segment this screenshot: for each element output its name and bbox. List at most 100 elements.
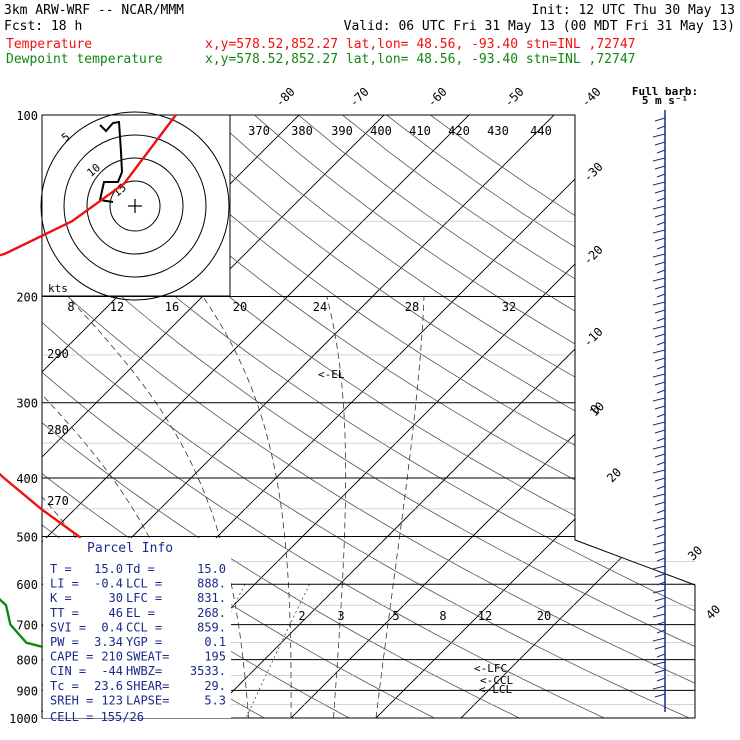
wind-barb	[654, 429, 666, 434]
wind-barb	[652, 517, 666, 522]
parcel-info-value: 859.	[197, 620, 226, 634]
wind-barb	[652, 133, 666, 138]
parcel-info-value: 15.0	[197, 562, 226, 576]
hodograph-ring	[63, 134, 207, 278]
parcel-info-value: 831.	[197, 591, 226, 605]
parcel-info-value: 15.0	[94, 562, 123, 576]
isotherm-label-right: -10	[581, 325, 606, 350]
parcel-info-key: T =	[50, 562, 72, 576]
wind-barb	[654, 237, 666, 242]
mixing-ratio-label: 5	[392, 609, 399, 623]
hodograph-axis-label: 24	[313, 300, 327, 314]
wind-barb	[654, 309, 666, 314]
theta-label: 410	[409, 124, 431, 138]
wind-barb	[652, 445, 666, 450]
dewpoint-station-info: x,y=578.52,852.27 lat,lon= 48.56, -93.40…	[205, 52, 635, 67]
wind-barb	[656, 653, 666, 658]
wind-barb	[656, 293, 666, 298]
parcel-info-key: LFC =	[126, 591, 162, 605]
isotherm-label-right: 10	[587, 399, 607, 419]
wind-barb	[652, 325, 666, 330]
wind-barb	[652, 277, 666, 282]
parcel-info-value: 888.	[197, 577, 226, 591]
theta-label-left: 280	[47, 423, 69, 437]
forecast-hour: Fcst: 18 h	[4, 19, 82, 34]
parcel-info-value: 3533.	[190, 664, 226, 678]
mixing-ratio-label: 20	[537, 609, 551, 623]
parcel-info-value: 3.34	[94, 635, 123, 649]
isotherm-label-top: -70	[347, 85, 372, 110]
parcel-info-value: 195	[204, 650, 226, 664]
wind-barb	[656, 389, 666, 394]
init-time: Init: 12 UTC Thu 30 May 13	[532, 3, 736, 18]
wind-barb	[656, 221, 666, 226]
theta-label-left: 290	[47, 347, 69, 361]
barb-legend-2: 5 m s⁻¹	[642, 94, 688, 107]
theta-label: 400	[370, 124, 392, 138]
wind-barb	[656, 629, 666, 634]
parcel-info-key: Td =	[126, 562, 155, 576]
wind-barb	[654, 573, 666, 578]
parcel-info-key: Tc =	[50, 679, 79, 693]
parcel-info-key: HWBZ=	[126, 664, 162, 678]
pressure-tick-label: 500	[16, 530, 38, 544]
level-marker: <-LFC	[474, 662, 507, 675]
wind-barb	[652, 685, 666, 690]
hodograph-trace	[98, 120, 124, 203]
parcel-info-key: K =	[50, 591, 72, 605]
wind-barb	[656, 317, 666, 322]
theta-label: 370	[248, 124, 270, 138]
parcel-info-key: PW =	[50, 635, 79, 649]
moist-adiabat	[42, 296, 207, 718]
parcel-info-value: 46	[109, 606, 123, 620]
isotherm	[460, 115, 695, 718]
isotherm-label-top: -50	[502, 85, 527, 110]
isotherm-label-right: -30	[581, 160, 606, 185]
parcel-info-value: 0.4	[101, 620, 123, 634]
parcel-info-key: SVI =	[50, 620, 86, 634]
parcel-info-value: -44	[101, 664, 123, 678]
wind-barb	[652, 349, 666, 354]
wind-barb	[652, 613, 666, 618]
isotherm-label-top: -80	[273, 85, 298, 110]
parcel-info-value: -0.4	[94, 577, 123, 591]
pressure-tick-label: 100	[16, 109, 38, 123]
wind-barb	[654, 189, 666, 194]
wind-barb	[656, 269, 666, 274]
theta-label: 420	[448, 124, 470, 138]
isotherm-label-right: 30	[685, 543, 705, 563]
wind-barb	[656, 533, 666, 538]
wind-barb	[656, 485, 666, 490]
pressure-tick-label: 800	[16, 654, 38, 668]
wind-barb	[652, 181, 666, 186]
pressure-tick-label: 900	[16, 684, 38, 698]
dry-adiabat	[0, 115, 9, 718]
level-marker: <-CCL	[480, 674, 513, 687]
isotherm	[375, 115, 695, 718]
hodograph-axis-label: 32	[502, 300, 516, 314]
pressure-tick-label: 600	[16, 578, 38, 592]
wind-barb	[654, 501, 666, 506]
hodograph-ring	[109, 180, 161, 232]
level-marker: <-LCL	[479, 683, 512, 696]
wind-barb	[654, 669, 666, 674]
isotherm	[290, 115, 695, 718]
wind-barb	[654, 477, 666, 482]
wind-barb	[656, 557, 666, 562]
dry-adiabat	[430, 115, 695, 718]
dry-adiabat	[210, 115, 695, 718]
wind-barb	[656, 149, 666, 154]
parcel-info-value: 23.6	[94, 679, 123, 693]
wind-barb	[656, 365, 666, 370]
parcel-info-key: CAPE =	[50, 650, 93, 664]
mixing-ratio-label: 2	[298, 609, 305, 623]
parcel-info-value: 268.	[197, 606, 226, 620]
wind-barb	[654, 405, 666, 410]
parcel-info-value: 5.3	[204, 693, 226, 707]
level-marker: <-EL	[318, 368, 345, 381]
parcel-info-cell: CELL = 155/26	[50, 710, 144, 724]
parcel-info-key: YGP =	[126, 635, 162, 649]
isotherm-label-top: -60	[425, 85, 450, 110]
